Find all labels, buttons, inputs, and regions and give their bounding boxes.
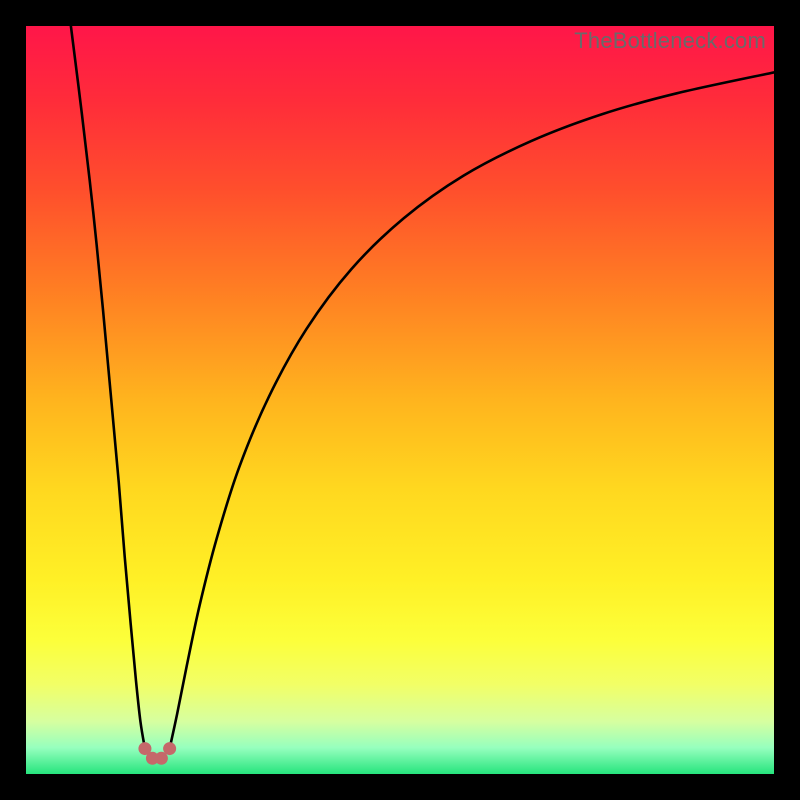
trough-marker: [163, 742, 176, 755]
plot-area: TheBottleneck.com: [26, 26, 774, 774]
curve-right-branch: [170, 72, 774, 748]
curve-layer: [26, 26, 774, 774]
curve-left-branch: [71, 26, 145, 749]
